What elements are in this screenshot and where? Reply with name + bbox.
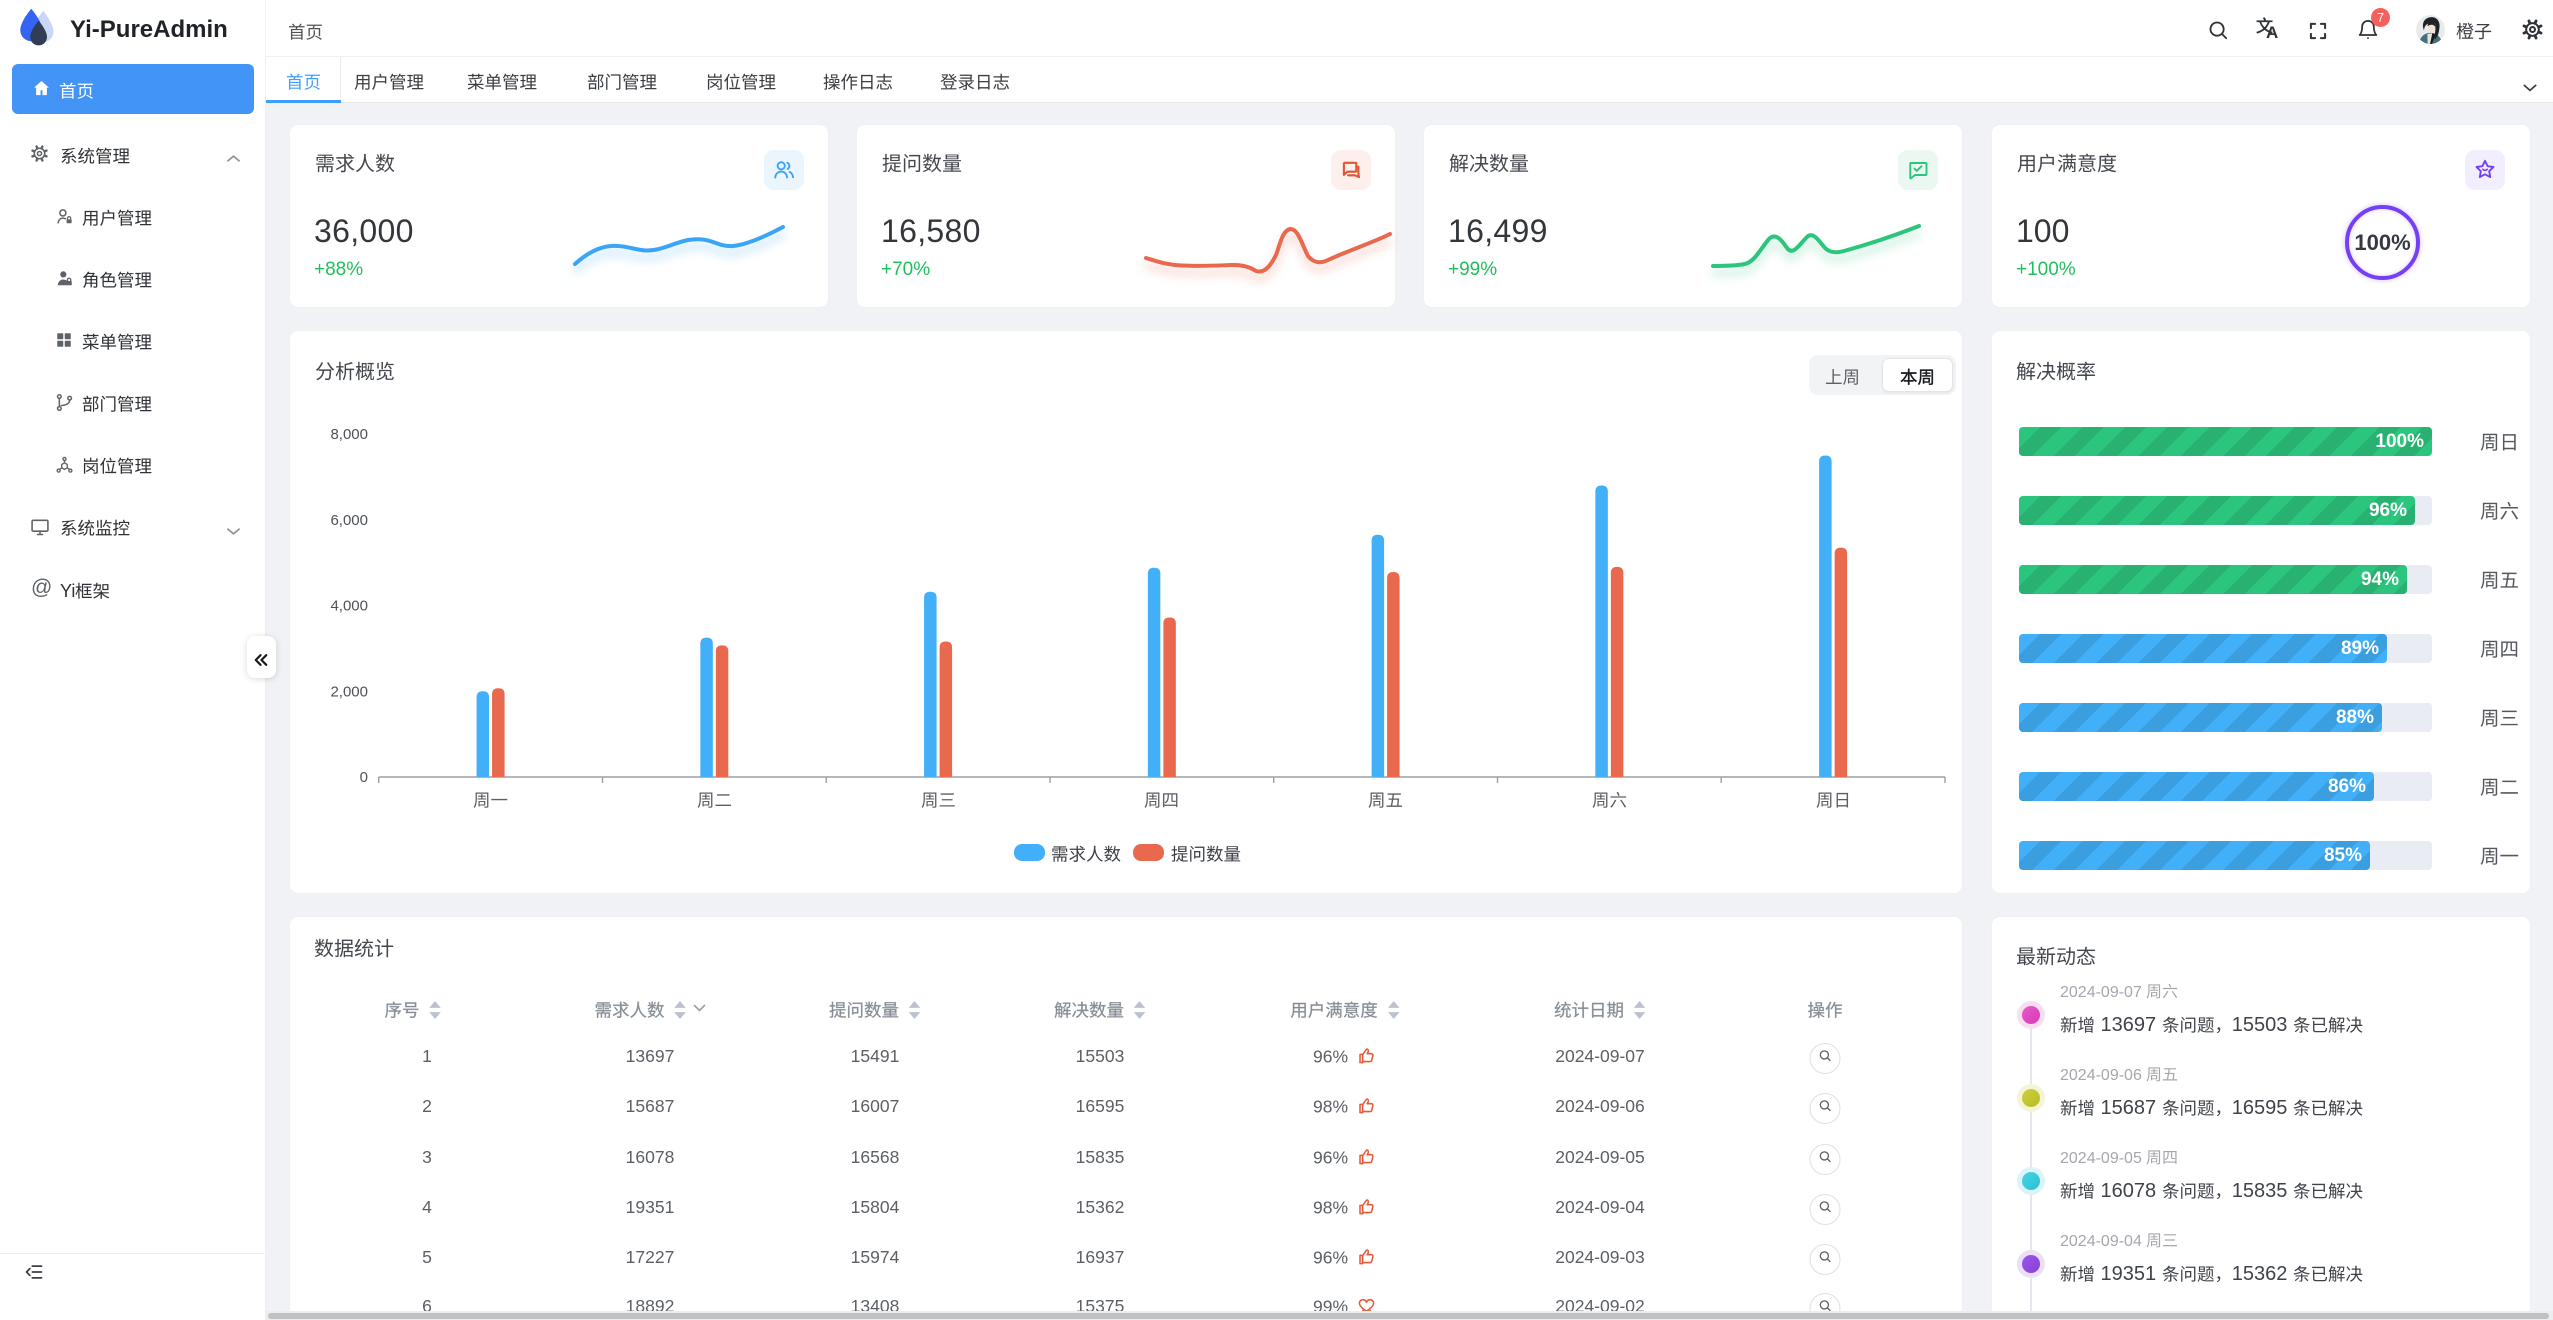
svg-text:6,000: 6,000	[330, 512, 368, 529]
svg-text:2,000: 2,000	[330, 683, 368, 700]
svg-text:8,000: 8,000	[330, 426, 368, 443]
svg-text:4,000: 4,000	[330, 598, 368, 615]
svg-text:0: 0	[360, 769, 368, 786]
